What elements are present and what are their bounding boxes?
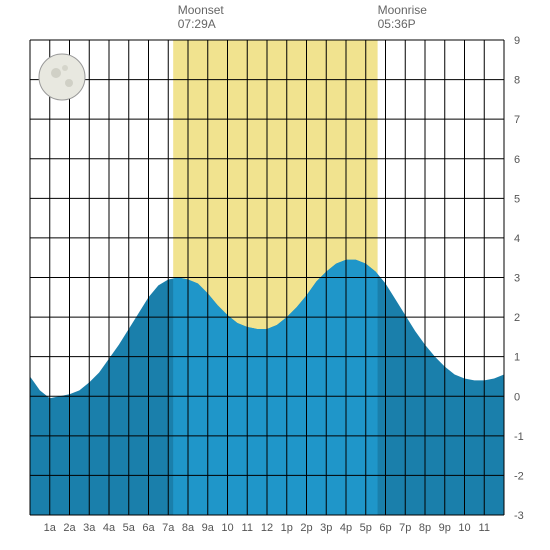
x-tick-label: 3p — [320, 522, 332, 534]
x-tick-label: 1p — [281, 522, 293, 534]
x-tick-label: 2a — [63, 522, 76, 534]
moonset-time: 07:29A — [178, 17, 216, 31]
x-tick-label: 7p — [399, 522, 411, 534]
x-tick-label: 4a — [103, 522, 116, 534]
moonrise-time: 05:36P — [378, 17, 416, 31]
x-tick-label: 3a — [83, 522, 96, 534]
moon-crater-icon — [65, 79, 73, 87]
y-tick-label: -1 — [514, 431, 524, 443]
x-tick-label: 12 — [261, 522, 273, 534]
y-tick-label: 4 — [514, 233, 520, 245]
y-tick-label: 5 — [514, 193, 520, 205]
tide-chart: 1a2a3a4a5a6a7a8a9a1011121p2p3p4p5p6p7p8p… — [0, 0, 550, 550]
x-tick-label: 10 — [221, 522, 233, 534]
chart-svg: 1a2a3a4a5a6a7a8a9a1011121p2p3p4p5p6p7p8p… — [0, 0, 550, 550]
y-tick-label: 8 — [514, 75, 520, 87]
moonset-label: Moonset — [178, 3, 225, 17]
x-tick-label: 6a — [142, 522, 155, 534]
x-tick-label: 8a — [182, 522, 195, 534]
x-tick-label: 5p — [360, 522, 372, 534]
y-tick-label: 7 — [514, 114, 520, 126]
y-tick-label: 3 — [514, 273, 520, 285]
x-tick-label: 2p — [300, 522, 312, 534]
x-tick-label: 6p — [379, 522, 391, 534]
x-tick-label: 11 — [242, 522, 253, 534]
x-tick-label: 9p — [439, 522, 451, 534]
y-tick-label: 6 — [514, 154, 520, 166]
x-tick-label: 5a — [123, 522, 136, 534]
x-tick-label: 9a — [202, 522, 215, 534]
moon-icon — [39, 54, 85, 100]
x-tick-label: 1a — [44, 522, 57, 534]
moon-crater-icon — [51, 68, 61, 78]
x-tick-label: 4p — [340, 522, 352, 534]
y-tick-label: 9 — [514, 35, 520, 47]
y-tick-label: 0 — [514, 391, 520, 403]
x-tick-label: 11 — [479, 522, 490, 534]
x-tick-label: 8p — [419, 522, 431, 534]
moon-crater-icon — [62, 65, 68, 71]
moonrise-label: Moonrise — [378, 3, 428, 17]
y-tick-label: -3 — [514, 510, 524, 522]
y-tick-label: -2 — [514, 470, 524, 482]
x-tick-label: 7a — [162, 522, 175, 534]
y-tick-label: 1 — [514, 352, 520, 364]
y-tick-label: 2 — [514, 312, 520, 324]
x-tick-label: 10 — [458, 522, 470, 534]
